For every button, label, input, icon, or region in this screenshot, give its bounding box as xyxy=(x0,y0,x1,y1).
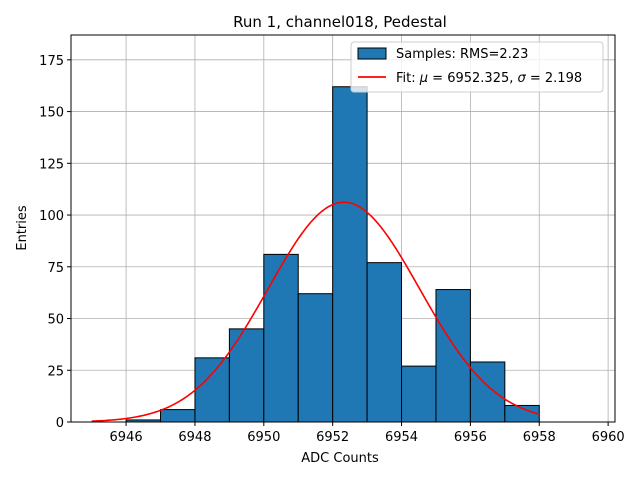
histogram-bars xyxy=(125,86,540,423)
histogram-bar xyxy=(332,86,368,423)
chart-title: Run 1, channel018, Pedestal xyxy=(233,13,447,31)
histogram-bar xyxy=(297,293,334,423)
legend: Samples: RMS=2.23 Fit: μ = 6952.325, σ =… xyxy=(350,41,604,93)
plot-frame xyxy=(70,34,616,423)
x-tick-label: 6956 xyxy=(454,430,487,445)
x-axis-ticks: 6946 6948 6950 6952 6954 6956 6958 6960 xyxy=(110,422,625,445)
x-tick-label: 6952 xyxy=(316,430,349,445)
y-axis-label: Entries xyxy=(15,205,30,251)
histogram-bar xyxy=(160,409,196,423)
y-tick-label: 175 xyxy=(39,54,64,69)
legend-fit-label: Fit: μ = 6952.325, σ = 2.198 xyxy=(396,71,582,86)
legend-box xyxy=(350,41,604,93)
y-tick-label: 125 xyxy=(39,157,64,172)
histogram-bar xyxy=(469,361,506,423)
y-tick-label: 150 xyxy=(39,106,64,121)
legend-fit-sigma-value: = 2.198 xyxy=(526,71,582,86)
histogram-bar xyxy=(435,289,471,423)
y-tick-label: 50 xyxy=(47,313,64,328)
legend-fit-prefix: Fit: xyxy=(396,71,420,86)
x-tick-label: 6946 xyxy=(110,430,143,445)
legend-fit-mu-symbol: μ xyxy=(419,71,428,86)
histogram-bar xyxy=(366,262,403,423)
histogram-bar xyxy=(401,365,437,423)
x-axis-label: ADC Counts xyxy=(301,451,379,466)
histogram-bar xyxy=(228,328,265,423)
x-tick-label: 6950 xyxy=(247,430,280,445)
histogram-bar xyxy=(263,253,299,423)
fit-curve xyxy=(91,201,540,422)
legend-samples-swatch xyxy=(357,47,387,60)
x-tick-label: 6960 xyxy=(592,430,625,445)
x-tick-label: 6954 xyxy=(385,430,418,445)
legend-fit-mu-value: = 6952.325, xyxy=(428,71,517,86)
legend-samples-label: Samples: RMS=2.23 xyxy=(396,47,528,62)
x-tick-label: 6958 xyxy=(523,430,556,445)
y-tick-label: 100 xyxy=(39,209,64,224)
legend-fit-sigma-symbol: σ xyxy=(518,71,527,86)
y-tick-label: 75 xyxy=(47,261,64,276)
y-tick-label: 0 xyxy=(56,416,64,431)
x-tick-label: 6948 xyxy=(178,430,211,445)
y-tick-label: 25 xyxy=(47,364,64,379)
y-axis-ticks: 0 25 50 75 100 125 150 175 xyxy=(39,54,71,431)
histogram-bar xyxy=(194,357,230,423)
